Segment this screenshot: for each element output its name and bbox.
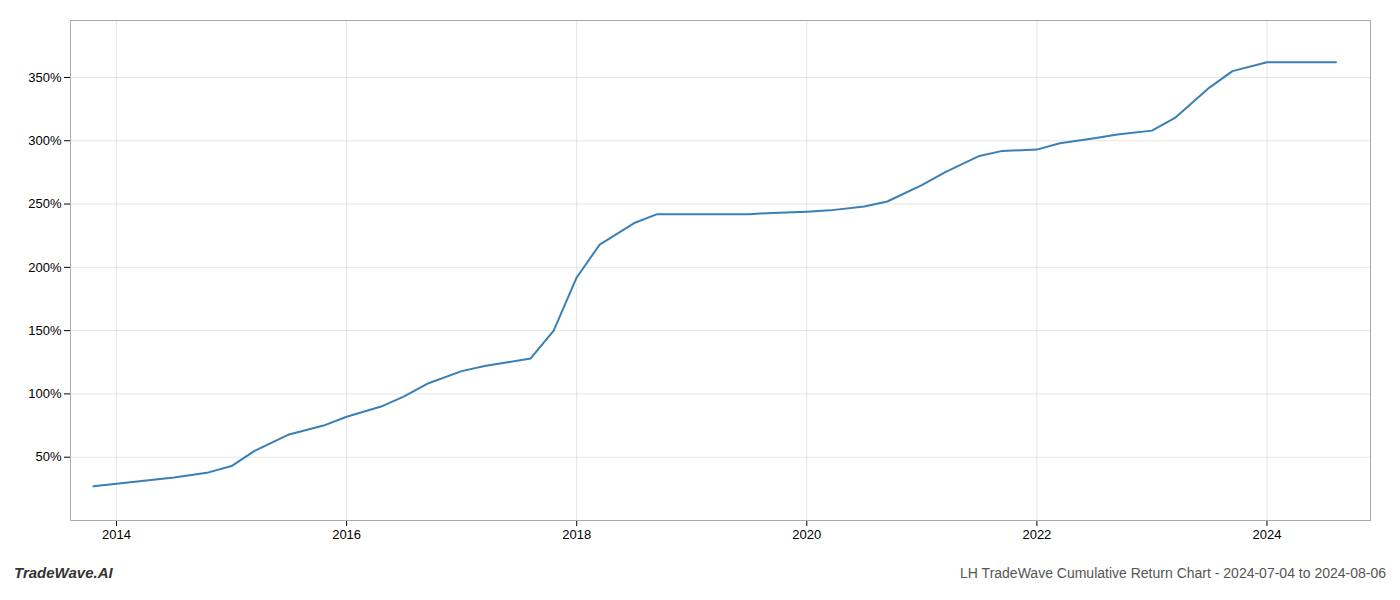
html-text:LH TradeWave Cumulative Return: LH TradeWave Cumulative Return Chart - 2…: [960, 565, 1386, 581]
svg-text:350%: 350%: [28, 70, 62, 85]
svg-text:250%: 250%: [28, 196, 62, 211]
svg-text:300%: 300%: [28, 133, 62, 148]
svg-text:2022: 2022: [1022, 527, 1051, 542]
svg-text:2018: 2018: [562, 527, 591, 542]
svg-text:2016: 2016: [332, 527, 361, 542]
svg-text:150%: 150%: [28, 323, 62, 338]
svg-text:2020: 2020: [792, 527, 821, 542]
svg-text:2024: 2024: [1252, 527, 1281, 542]
svg-text:100%: 100%: [28, 386, 62, 401]
svg-text:2014: 2014: [102, 527, 131, 542]
svg-text:50%: 50%: [35, 449, 61, 464]
svg-text:200%: 200%: [28, 259, 62, 274]
html-text:TradeWave.AI: TradeWave.AI: [14, 564, 113, 581]
